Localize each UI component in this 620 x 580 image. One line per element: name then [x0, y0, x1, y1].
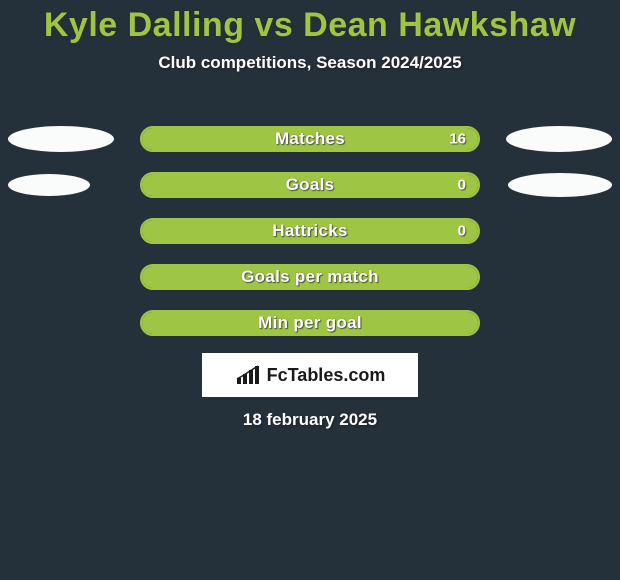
- player-left-marker: [8, 174, 90, 196]
- stat-bar: Goals0: [140, 172, 480, 198]
- bar-chart-icon: [235, 364, 261, 386]
- stat-row: Goals0: [0, 172, 620, 198]
- branding-badge: FcTables.com: [202, 353, 418, 397]
- stat-row: Matches16: [0, 126, 620, 152]
- stat-bar: Min per goal: [140, 310, 480, 336]
- stat-label: Min per goal: [142, 313, 478, 333]
- stat-row: Goals per match: [0, 264, 620, 290]
- player-right-marker: [508, 173, 612, 197]
- player-left-marker: [8, 126, 114, 152]
- date-line: 18 february 2025: [0, 410, 620, 430]
- infographic-root: Kyle Dalling vs Dean Hawkshaw Club compe…: [0, 0, 620, 580]
- stat-bar: Matches16: [140, 126, 480, 152]
- stat-row: Min per goal: [0, 310, 620, 336]
- comparison-bars: Matches16Goals0Hattricks0Goals per match…: [0, 126, 620, 356]
- player-right-marker: [506, 126, 612, 152]
- stat-row: Hattricks0: [0, 218, 620, 244]
- subtitle: Club competitions, Season 2024/2025: [0, 53, 620, 73]
- stat-value: 0: [458, 223, 466, 240]
- stat-label: Hattricks: [142, 221, 478, 241]
- page-title: Kyle Dalling vs Dean Hawkshaw: [0, 0, 620, 45]
- stat-label: Goals per match: [142, 267, 478, 287]
- stat-value: 0: [458, 177, 466, 194]
- branding-text: FcTables.com: [267, 365, 386, 386]
- stat-label: Goals: [142, 175, 478, 195]
- stat-bar: Goals per match: [140, 264, 480, 290]
- stat-label: Matches: [142, 129, 478, 149]
- stat-bar: Hattricks0: [140, 218, 480, 244]
- stat-value: 16: [449, 131, 466, 148]
